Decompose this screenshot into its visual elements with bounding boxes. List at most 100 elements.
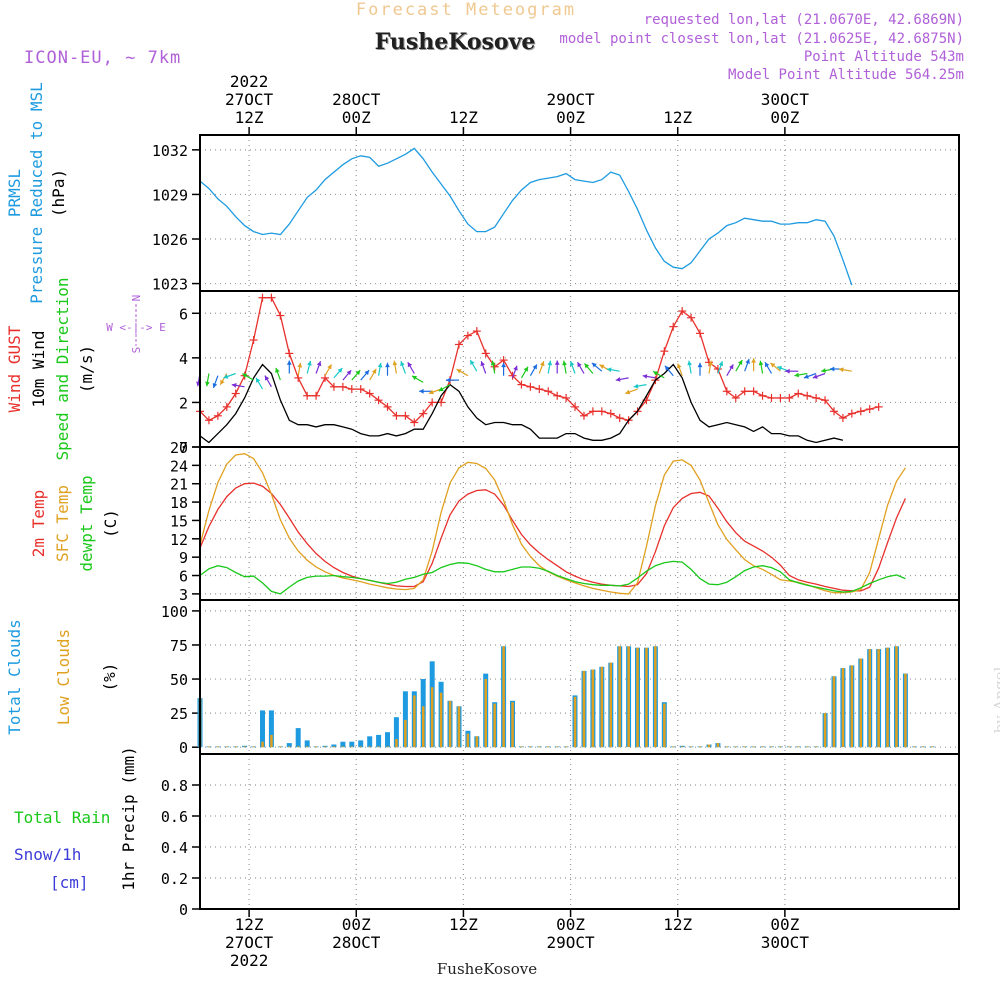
y-tick-label: 21 [170,476,188,494]
wind-arrow [758,360,764,374]
cloud-bar [886,647,889,748]
wind-arrow-head [745,359,750,364]
wind-arrow-head [677,363,682,369]
cloud-bar [314,746,318,748]
y-tick-label: 6 [179,568,188,586]
gust-point [812,393,821,402]
wind-arrow-head [599,364,605,369]
wind-arrow-head [777,366,783,371]
y-tick-label: 18 [170,494,188,512]
gust-point [562,393,571,402]
wind-arrow [562,360,567,374]
wind-arrow [642,374,656,379]
gust-point [696,329,705,338]
cloud-bar [493,703,496,748]
wind-arrow [764,361,773,374]
y-axis-label: SFC Temp [53,485,72,562]
y-axis-label: Speed and Direction [53,277,72,460]
wind-arrow-head [523,366,528,372]
time-label-bottom: 27OCT [225,933,274,952]
y-tick-label: 6 [179,305,188,323]
gust-point [481,349,490,358]
wind-arrow [333,367,343,379]
cloud-bar [609,662,612,748]
y-tick-label: 0.6 [161,808,188,826]
wind-arrow-head [371,368,377,374]
gust-point [312,391,321,400]
wind-arrow-head [738,360,743,365]
cloud-bar [225,746,228,748]
cloud-bar [252,746,255,748]
wind-arrow [205,373,210,387]
wind-arrow-head [554,360,560,365]
wind-arrow [411,375,424,383]
y-tick-label: 15 [170,512,188,530]
gust-point [669,322,678,331]
wind-arrow-head [562,360,567,366]
cloud-bar [243,746,246,748]
gust-point [365,389,374,398]
wind-arrow-head [591,362,597,368]
wind-arrow-head [751,358,756,363]
wind-arrow [469,359,478,372]
gust-point [615,414,624,423]
cloud-bar [841,668,845,748]
y-tick-label: 27 [170,439,188,457]
wind-arrow-head [839,367,844,373]
y-tick-label: 1032 [152,142,188,160]
wind-arrow-head [829,366,835,372]
cloud-bar [538,746,541,748]
gust-point [401,411,410,420]
gust-point [428,398,437,407]
time-label-bottom: 00Z [770,915,799,934]
gust-point [508,371,517,380]
cloud-bar [618,646,621,748]
wind-arrow-head [297,362,303,368]
wind-arrow-head [513,365,518,371]
cloud-bar [832,676,836,748]
time-label-top: 29OCT [546,90,595,109]
series-line-dewpt-temp [199,560,906,595]
wind-arrow-head [501,362,506,368]
wind-arrow-head [275,367,280,373]
wind-arrow [794,372,808,378]
time-label-bottom: 12Z [235,915,264,934]
cloud-bar [422,706,425,748]
cloud-bar [475,736,479,748]
gust-point [713,365,722,373]
gust-point [749,387,758,396]
y-tick-label: 9 [179,549,188,567]
wind-arrow-head [697,362,703,368]
cloud-bar [323,746,327,748]
y-tick-label: 25 [170,705,188,723]
series-line-2m-temp [199,482,906,592]
cloud-bar [404,719,407,748]
cloud-bar [654,646,657,748]
requested-point: requested lon,lat (21.0670E, 42.6869N) [644,12,964,28]
time-label-bottom: 28OCT [332,933,381,952]
cloud-bar [877,649,880,748]
wind-arrow [480,360,487,374]
wind-arrow [360,369,370,381]
wind-arrow [231,383,245,388]
cloud-bar [689,746,693,748]
cloud-bar [743,746,746,748]
wind-arrow [785,368,799,374]
wind-arrow-head [346,370,352,376]
cloud-bar [761,746,764,748]
cloud-bar [377,746,380,748]
wind-arrow-head [355,370,361,376]
time-label-top: 00Z [342,108,371,127]
panel-pressure [192,134,960,292]
chart-panels: 1023 1026 1029 1032 PRMSL Pressure Reduced to… [5,72,960,970]
wind-arrow-head [569,361,575,367]
wind-arrow-head [718,361,724,367]
cloud-bar [663,703,666,748]
cloud-bar [268,710,274,748]
time-label-bottom: 29OCT [546,933,595,952]
point-altitude: Point Altitude 543m [804,49,964,65]
wind-arrow [677,363,683,376]
gust-point [410,418,419,427]
wind-arrow-head [456,369,462,374]
wind-arrow-head [407,362,413,368]
